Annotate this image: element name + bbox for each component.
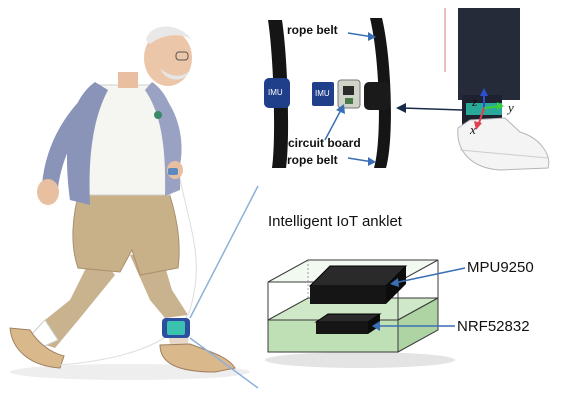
arrow-mpu9250 [393,267,466,284]
label-rope-belt-top: rope belt [287,23,338,37]
arrow-leg-to-belt [401,107,463,111]
label-circuit-board: circuit board [288,136,361,150]
pcb-diagram [265,259,466,368]
zoom-line-top [189,185,259,319]
label-rope-belt-bottom: rope belt [287,153,338,167]
axis-z-label: z [472,94,478,109]
elderly-man-illustration [9,26,250,380]
axis-x-label: x [470,122,476,137]
inset-title: Intelligent IoT anklet [268,213,402,230]
leg-photo [444,8,550,171]
rope-belt-right [364,18,391,168]
circuit-board-photo [337,79,361,109]
axis-y-label: y [508,100,514,115]
label-mpu9250: MPU9250 [467,259,534,276]
arrow-circuit-board [324,107,343,141]
label-imu-left: IMU [268,88,283,97]
imu-module [312,82,334,106]
label-nrf52832: NRF52832 [457,318,530,335]
rope-belt-left [264,20,290,168]
zoom-line-bottom [189,337,259,389]
label-imu-chip: IMU [315,89,330,98]
